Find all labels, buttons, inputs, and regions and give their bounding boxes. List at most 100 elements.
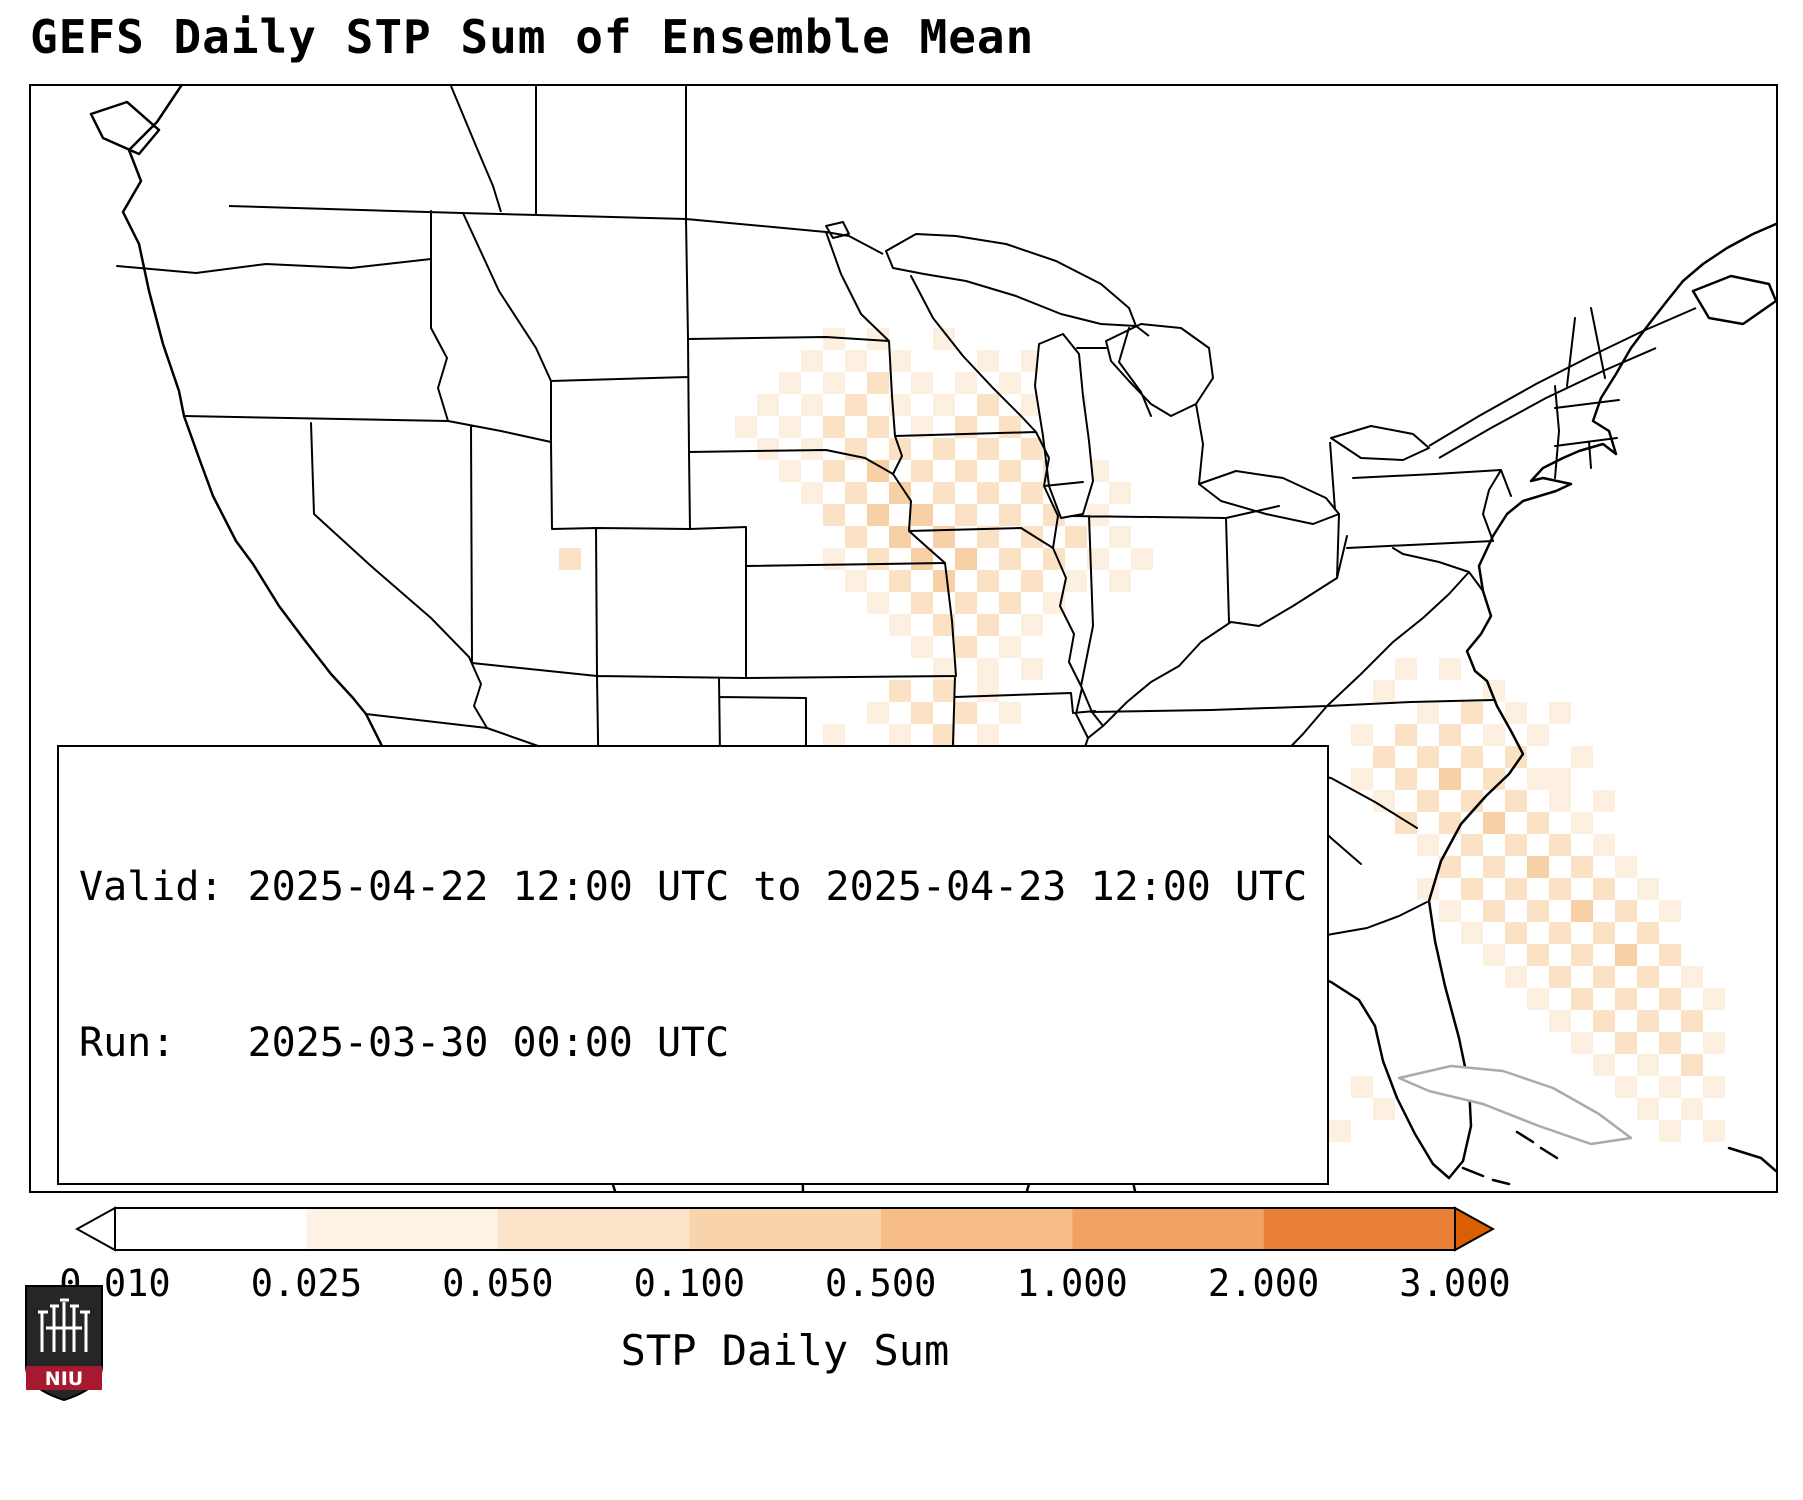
tick-label: 3.000 [1399, 1262, 1511, 1305]
stp-cell [1681, 1054, 1703, 1076]
stp-cell [1549, 702, 1571, 724]
stp-cell [1483, 724, 1505, 746]
stp-cell [1483, 812, 1505, 834]
tick-label: 0.500 [825, 1262, 937, 1305]
stp-cell [977, 438, 999, 460]
stp-cell [977, 526, 999, 548]
stp-cell [1395, 658, 1417, 680]
stp-cell [1505, 922, 1527, 944]
stp-cell [889, 394, 911, 416]
stp-cell [1483, 856, 1505, 878]
stp-cell [1637, 1054, 1659, 1076]
stp-cell [1065, 526, 1087, 548]
stp-cell [955, 702, 977, 724]
stp-cell [823, 416, 845, 438]
stp-cell [955, 504, 977, 526]
canada-borders [228, 86, 1697, 511]
stp-cell [1461, 746, 1483, 768]
stp-cell [911, 504, 933, 526]
stp-cell [823, 460, 845, 482]
stp-cell [889, 614, 911, 636]
stp-cell [1593, 878, 1615, 900]
stp-cell [1461, 922, 1483, 944]
stp-cell [1395, 724, 1417, 746]
colorbar-segment [1263, 1208, 1455, 1250]
stp-cell [1351, 724, 1373, 746]
stp-cell [779, 416, 801, 438]
stp-cell [1461, 834, 1483, 856]
stp-cell [1087, 548, 1109, 570]
stp-cell [1373, 790, 1395, 812]
logo-text: NIU [45, 1368, 83, 1390]
stp-cell [999, 372, 1021, 394]
stp-cell [999, 702, 1021, 724]
stp-cell [559, 548, 581, 570]
colorbar-label: STP Daily Sum [620, 1326, 950, 1375]
stp-cell [1637, 966, 1659, 988]
stp-cell [1461, 702, 1483, 724]
stp-cell [1109, 482, 1131, 504]
colorbar-left-arrow [75, 1206, 116, 1252]
stp-cell [933, 724, 955, 746]
stp-cell [955, 592, 977, 614]
stp-cell [977, 570, 999, 592]
stp-cell [1703, 988, 1725, 1010]
stp-cell [1615, 1076, 1637, 1098]
stp-cell [801, 350, 823, 372]
stp-cell [867, 372, 889, 394]
stp-cell [1505, 966, 1527, 988]
stp-cell [1021, 570, 1043, 592]
colorbar-segment [306, 1208, 498, 1250]
stp-cell [955, 460, 977, 482]
stp-cell [845, 482, 867, 504]
stp-cell [911, 592, 933, 614]
stp-cell [1593, 966, 1615, 988]
colorbar-segment [689, 1208, 881, 1250]
stp-cell [1659, 900, 1681, 922]
stp-cell [889, 570, 911, 592]
stp-cell [889, 350, 911, 372]
stp-cell [1483, 900, 1505, 922]
stp-cell [1549, 966, 1571, 988]
stp-cell [1021, 658, 1043, 680]
stp-cell [1571, 856, 1593, 878]
stp-cell [933, 328, 955, 350]
stp-cell [933, 680, 955, 702]
stp-cell [1549, 768, 1571, 790]
stp-cell [1065, 570, 1087, 592]
stp-cell [1505, 878, 1527, 900]
stp-cell [1483, 944, 1505, 966]
colorbar [75, 1206, 1495, 1252]
stp-cell [1439, 724, 1461, 746]
stp-cell [867, 416, 889, 438]
stp-cell [1571, 812, 1593, 834]
stp-cell [955, 636, 977, 658]
stp-cell [999, 548, 1021, 570]
stp-cell [933, 482, 955, 504]
stp-cell [1461, 790, 1483, 812]
stp-cell [1571, 746, 1593, 768]
stp-cell [1659, 988, 1681, 1010]
stp-cell [1417, 790, 1439, 812]
stp-cell [889, 724, 911, 746]
stp-cell [911, 548, 933, 570]
colorbar-segment [1072, 1208, 1264, 1250]
stp-cell [1373, 746, 1395, 768]
stp-cell [889, 680, 911, 702]
stp-cell [1659, 1076, 1681, 1098]
stp-cell [1615, 856, 1637, 878]
stp-cell [1461, 878, 1483, 900]
stp-cell [1043, 592, 1065, 614]
stp-cell [867, 328, 889, 350]
stp-cell [1681, 1098, 1703, 1120]
stp-cell [867, 504, 889, 526]
stp-cell [1527, 856, 1549, 878]
stp-cell [1329, 1120, 1351, 1142]
stp-cell [1109, 570, 1131, 592]
stp-cell [1351, 1076, 1373, 1098]
stp-cell [1703, 1032, 1725, 1054]
stp-cell [1439, 768, 1461, 790]
stp-cell [977, 350, 999, 372]
stp-cell [1505, 702, 1527, 724]
colorbar-segment [880, 1208, 1073, 1250]
